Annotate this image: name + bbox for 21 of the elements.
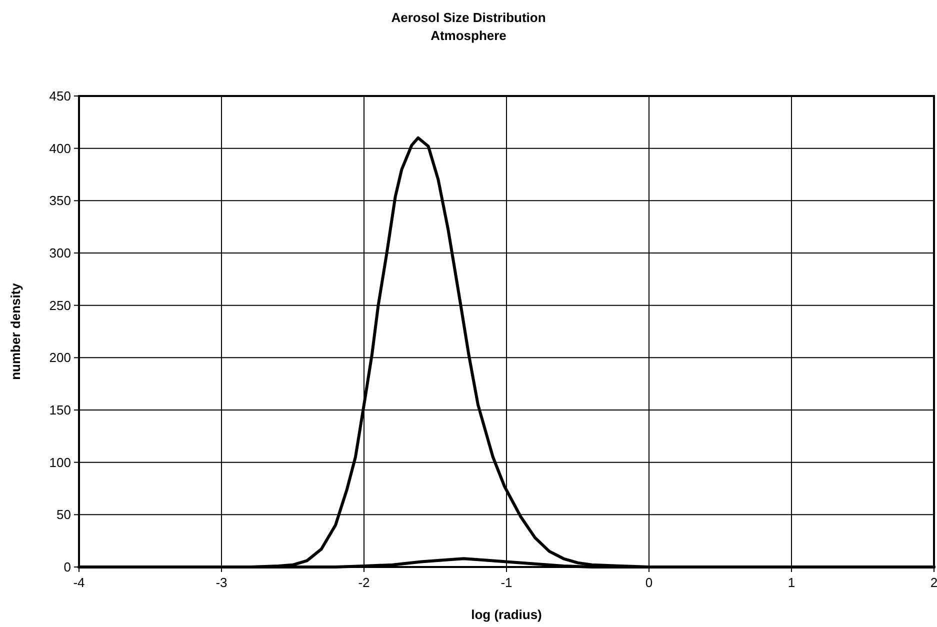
y-tick-label: 250: [49, 298, 71, 313]
x-tick-label: 2: [930, 575, 937, 590]
y-tick-label: 100: [49, 454, 71, 470]
x-tick-label: -4: [73, 575, 85, 590]
y-tick-label: 150: [49, 402, 71, 418]
x-tick-label: -1: [500, 575, 512, 590]
chart-subtitle: Atmosphere: [430, 28, 506, 43]
x-tick-label: -3: [216, 575, 228, 590]
x-axis-title: log (radius): [471, 607, 542, 622]
x-tick-label: 1: [788, 575, 796, 590]
x-tick-label: 0: [645, 575, 653, 590]
y-tick-label: 450: [49, 88, 71, 104]
y-tick-label: 0: [64, 560, 71, 574]
y-tick-label: 400: [49, 140, 71, 156]
y-tick-label: 50: [56, 507, 71, 522]
chart-title: Aerosol Size Distribution: [391, 10, 546, 25]
y-tick-label: 200: [49, 350, 71, 366]
y-tick-label: 300: [49, 246, 71, 260]
x-tick-label: -2: [358, 575, 370, 590]
y-tick-label: 350: [49, 193, 71, 208]
y-axis-title: number density: [8, 282, 23, 380]
